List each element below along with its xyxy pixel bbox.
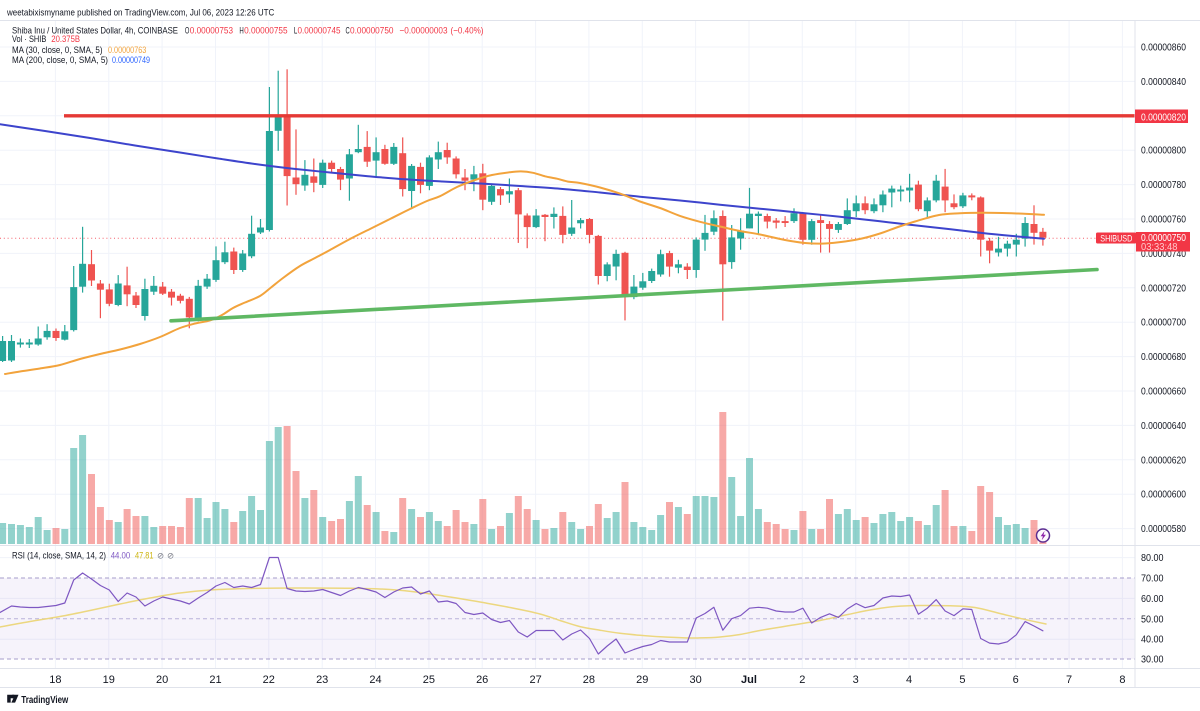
svg-text:0.00000700: 0.00000700 (1141, 318, 1186, 329)
svg-text:O: O (185, 26, 190, 37)
svg-text:MA (200, close, 0, SMA, 5): MA (200, close, 0, SMA, 5) (12, 55, 108, 66)
svg-text:18: 18 (49, 674, 61, 686)
svg-text:0.00000640: 0.00000640 (1141, 421, 1186, 432)
svg-text:Jul: Jul (741, 674, 757, 686)
svg-text:30.00: 30.00 (1141, 655, 1164, 666)
svg-text:TradingView: TradingView (21, 694, 69, 706)
svg-text:L: L (294, 26, 297, 37)
svg-text:44.00: 44.00 (111, 550, 131, 561)
svg-text:0.00000740: 0.00000740 (1141, 249, 1186, 260)
svg-text:8: 8 (1119, 674, 1125, 686)
svg-text:26: 26 (476, 674, 488, 686)
svg-text:0.00000763: 0.00000763 (108, 45, 146, 56)
svg-text:0.00000620: 0.00000620 (1141, 455, 1186, 466)
svg-text:Vol · SHIB: Vol · SHIB (12, 34, 46, 45)
svg-text:27: 27 (529, 674, 541, 686)
svg-text:60.00: 60.00 (1141, 594, 1164, 605)
svg-text:Shiba Inu / United States Doll: Shiba Inu / United States Dollar, 4h, CO… (12, 26, 178, 37)
svg-text:−0.00000003: −0.00000003 (400, 26, 448, 37)
svg-text:30: 30 (689, 674, 701, 686)
svg-text:24: 24 (369, 674, 381, 686)
svg-text:50.00: 50.00 (1141, 614, 1164, 625)
svg-text:weetabixismyname published on: weetabixismyname published on TradingVie… (6, 8, 274, 18)
svg-text:(−0.40%): (−0.40%) (451, 26, 484, 37)
svg-text:3: 3 (853, 674, 859, 686)
svg-text:0.00000820: 0.00000820 (1141, 113, 1186, 124)
svg-text:80.00: 80.00 (1141, 553, 1164, 564)
svg-text:0.00000660: 0.00000660 (1141, 387, 1186, 398)
svg-text:C: C (346, 26, 350, 37)
svg-text:⊘: ⊘ (167, 551, 174, 561)
svg-text:20.375B: 20.375B (51, 34, 80, 45)
svg-text:7: 7 (1066, 674, 1072, 686)
svg-text:6: 6 (1013, 674, 1019, 686)
svg-text:40.00: 40.00 (1141, 635, 1164, 646)
svg-text:0.00000750: 0.00000750 (1141, 233, 1186, 244)
svg-text:70.00: 70.00 (1141, 574, 1164, 585)
svg-text:0.00000600: 0.00000600 (1141, 490, 1186, 501)
svg-text:0.00000755: 0.00000755 (244, 26, 288, 37)
svg-text:25: 25 (423, 674, 435, 686)
svg-text:5: 5 (959, 674, 965, 686)
svg-text:0.00000750: 0.00000750 (350, 26, 394, 37)
svg-text:4: 4 (906, 674, 912, 686)
svg-text:21: 21 (209, 674, 221, 686)
svg-text:28: 28 (583, 674, 595, 686)
svg-text:22: 22 (263, 674, 275, 686)
svg-text:19: 19 (103, 674, 115, 686)
svg-text:0.00000840: 0.00000840 (1141, 77, 1186, 88)
svg-text:0.00000580: 0.00000580 (1141, 524, 1186, 535)
svg-text:SHIBUSD: SHIBUSD (1100, 233, 1132, 243)
svg-text:0.00000745: 0.00000745 (298, 26, 341, 37)
svg-text:2: 2 (799, 674, 805, 686)
svg-text:0.00000760: 0.00000760 (1141, 215, 1186, 226)
svg-text:⊘: ⊘ (157, 551, 164, 561)
svg-text:23: 23 (316, 674, 328, 686)
svg-text:MA (30, close, 0, SMA, 5): MA (30, close, 0, SMA, 5) (12, 45, 103, 56)
svg-text:47.81: 47.81 (135, 550, 154, 561)
svg-text:0.00000680: 0.00000680 (1141, 352, 1186, 363)
svg-text:29: 29 (636, 674, 648, 686)
svg-text:03:33:48: 03:33:48 (1141, 242, 1178, 253)
svg-text:0.00000753: 0.00000753 (190, 26, 233, 37)
svg-text:0.00000800: 0.00000800 (1141, 146, 1186, 157)
svg-text:20: 20 (156, 674, 168, 686)
svg-text:0.00000780: 0.00000780 (1141, 180, 1186, 191)
svg-text:0.00000749: 0.00000749 (112, 55, 150, 66)
svg-text:H: H (239, 26, 243, 37)
svg-text:RSI (14, close, SMA, 14, 2): RSI (14, close, SMA, 14, 2) (12, 550, 106, 561)
svg-text:0.00000720: 0.00000720 (1141, 283, 1186, 294)
svg-text:0.00000860: 0.00000860 (1141, 43, 1186, 54)
